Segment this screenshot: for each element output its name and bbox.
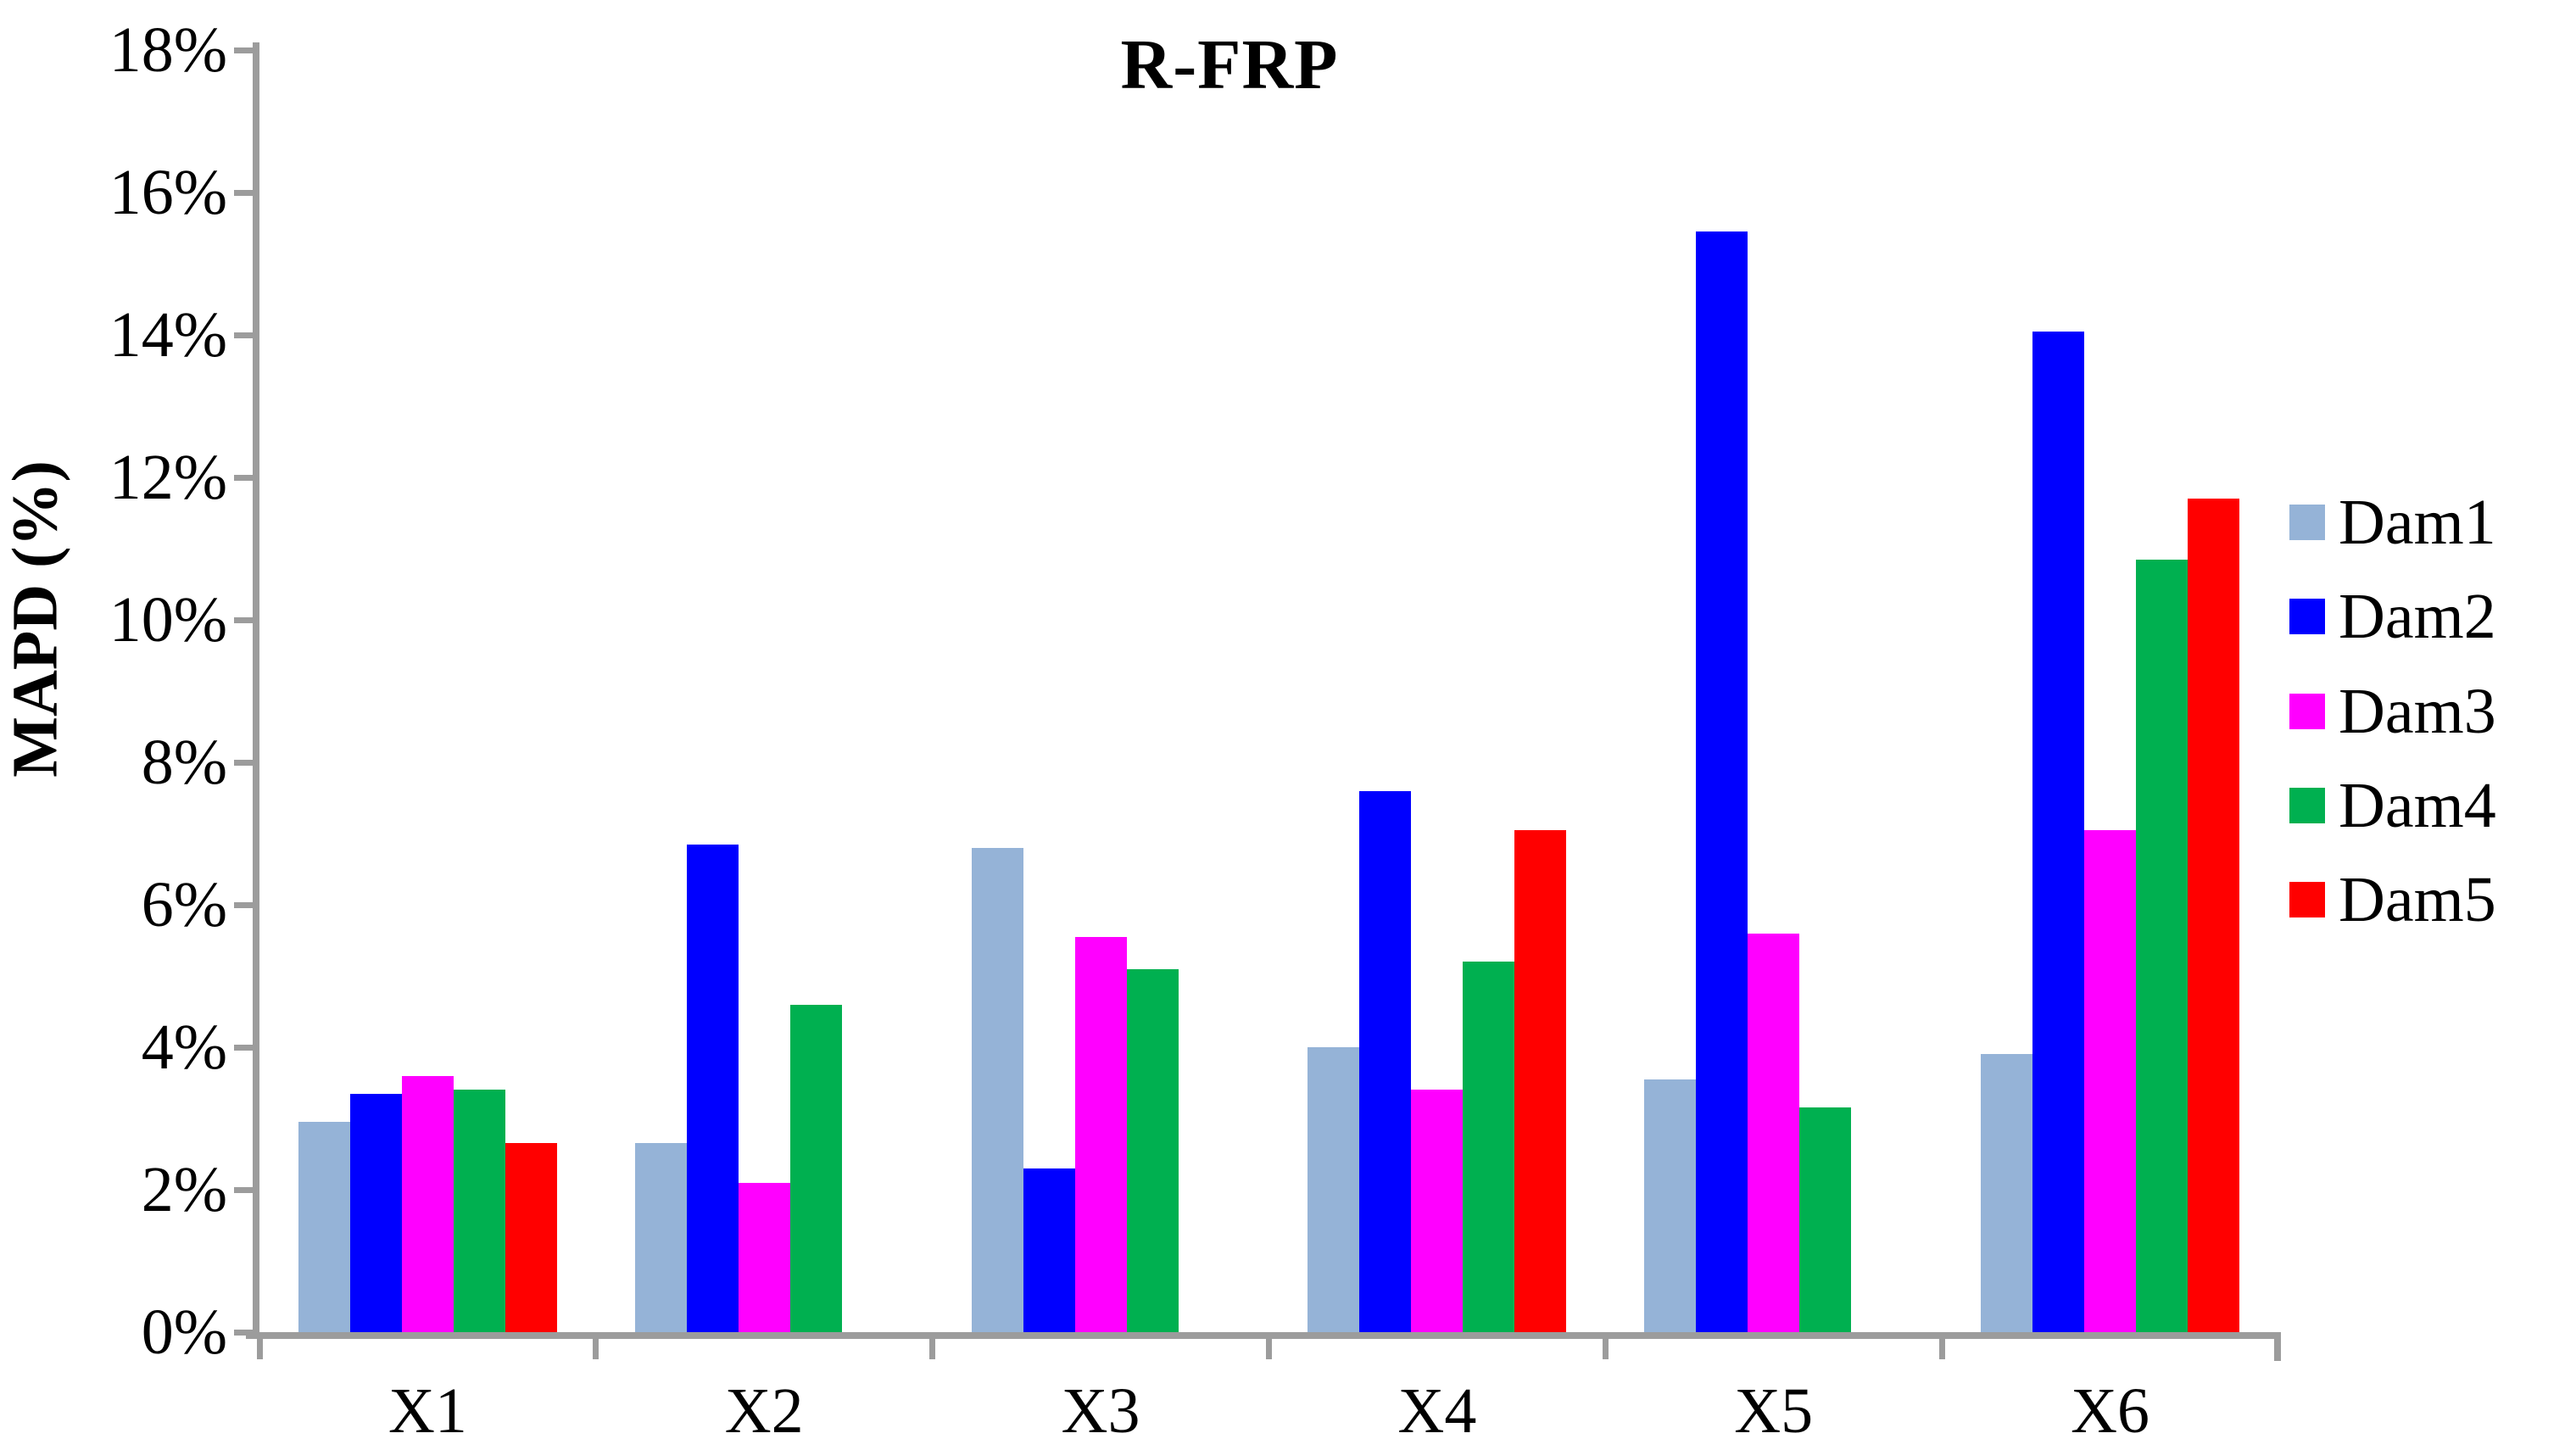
y-tick bbox=[234, 759, 259, 766]
legend-swatch-dam2 bbox=[2289, 599, 2325, 635]
y-tick bbox=[234, 1186, 259, 1193]
bar-dam1-x6 bbox=[1981, 1054, 2033, 1332]
x-tick bbox=[2275, 1332, 2282, 1359]
bar-dam3-x4 bbox=[1411, 1090, 1464, 1332]
bar-dam4-x3 bbox=[1126, 968, 1179, 1332]
y-tick bbox=[234, 47, 259, 53]
bar-dam2-x4 bbox=[1359, 790, 1412, 1332]
bar-dam3-x3 bbox=[1074, 936, 1127, 1332]
legend-label-dam3: Dam3 bbox=[2339, 675, 2496, 747]
y-tick-label: 18% bbox=[109, 14, 227, 86]
bar-dam3-x6 bbox=[2084, 829, 2137, 1332]
bar-dam2-x5 bbox=[1696, 231, 1748, 1332]
bar-dam4-x6 bbox=[2136, 559, 2188, 1332]
x-axis-line bbox=[246, 1332, 2281, 1339]
bar-dam3-x5 bbox=[1748, 933, 1800, 1332]
bar-dam3-x1 bbox=[401, 1075, 454, 1332]
bar-dam2-x1 bbox=[349, 1093, 402, 1332]
x-tick bbox=[1938, 1332, 1945, 1359]
y-tick-label: 14% bbox=[109, 299, 227, 371]
bar-dam2-x6 bbox=[2032, 331, 2085, 1332]
bar-dam3-x2 bbox=[738, 1182, 790, 1332]
x-tick bbox=[256, 1332, 263, 1359]
legend-item-dam1: Dam1 bbox=[2286, 480, 2576, 565]
legend-swatch-dam5 bbox=[2289, 882, 2325, 918]
x-tick bbox=[1265, 1332, 1272, 1359]
y-tick-label: 16% bbox=[109, 157, 227, 228]
bar-dam5-x4 bbox=[1514, 829, 1567, 1332]
y-tick-label: 0% bbox=[141, 1297, 227, 1368]
y-tick bbox=[234, 189, 259, 196]
x-tick bbox=[593, 1332, 599, 1359]
x-category-label-x1: X1 bbox=[388, 1375, 467, 1447]
bar-dam4-x5 bbox=[1799, 1107, 1852, 1332]
bar-dam1-x1 bbox=[298, 1122, 350, 1332]
bar-dam1-x3 bbox=[971, 847, 1023, 1332]
x-category-label-x4: X4 bbox=[1397, 1375, 1477, 1447]
y-tick-label: 10% bbox=[109, 584, 227, 655]
bar-dam1-x2 bbox=[634, 1143, 687, 1332]
x-tick bbox=[1602, 1332, 1609, 1359]
legend-item-dam3: Dam3 bbox=[2286, 669, 2576, 754]
chart-title: R-FRP bbox=[1120, 25, 1339, 104]
legend-swatch-dam4 bbox=[2289, 787, 2325, 823]
legend-item-dam4: Dam4 bbox=[2286, 763, 2576, 848]
legend-label-dam5: Dam5 bbox=[2339, 864, 2496, 936]
y-tick bbox=[234, 901, 259, 908]
bar-dam4-x4 bbox=[1463, 962, 1515, 1332]
y-tick bbox=[234, 332, 259, 338]
x-category-label-x6: X6 bbox=[2071, 1375, 2149, 1447]
y-tick bbox=[234, 1329, 259, 1336]
legend: Dam1 Dam2 Dam3 Dam4 Dam5 bbox=[2286, 475, 2576, 950]
legend-label-dam1: Dam1 bbox=[2339, 487, 2496, 558]
bar-dam4-x2 bbox=[789, 1004, 842, 1332]
y-tick-label: 6% bbox=[141, 869, 227, 940]
bar-dam4-x1 bbox=[453, 1090, 505, 1332]
y-tick bbox=[234, 616, 259, 623]
y-tick bbox=[234, 1044, 259, 1051]
bar-dam2-x3 bbox=[1023, 1168, 1075, 1332]
x-category-label-x3: X3 bbox=[1061, 1375, 1140, 1447]
y-tick-label: 2% bbox=[141, 1154, 227, 1225]
y-tick bbox=[234, 474, 259, 481]
x-category-label-x5: X5 bbox=[1734, 1375, 1814, 1447]
y-tick-label: 8% bbox=[141, 727, 227, 798]
y-axis-line bbox=[253, 42, 259, 1339]
legend-label-dam2: Dam2 bbox=[2339, 581, 2496, 653]
legend-swatch-dam1 bbox=[2289, 505, 2325, 540]
legend-swatch-dam3 bbox=[2289, 693, 2325, 729]
legend-label-dam4: Dam4 bbox=[2339, 769, 2496, 841]
bar-dam5-x1 bbox=[505, 1143, 557, 1332]
x-tick bbox=[929, 1332, 936, 1359]
bar-dam1-x5 bbox=[1644, 1079, 1697, 1332]
y-tick-label: 12% bbox=[109, 442, 227, 513]
bar-dam2-x2 bbox=[686, 844, 739, 1332]
y-tick-label: 4% bbox=[141, 1012, 227, 1083]
bar-dam1-x4 bbox=[1308, 1047, 1360, 1332]
legend-item-dam5: Dam5 bbox=[2286, 857, 2576, 942]
bar-dam5-x6 bbox=[2188, 499, 2240, 1332]
x-category-label-x2: X2 bbox=[724, 1375, 804, 1447]
legend-item-dam2: Dam2 bbox=[2286, 574, 2576, 659]
